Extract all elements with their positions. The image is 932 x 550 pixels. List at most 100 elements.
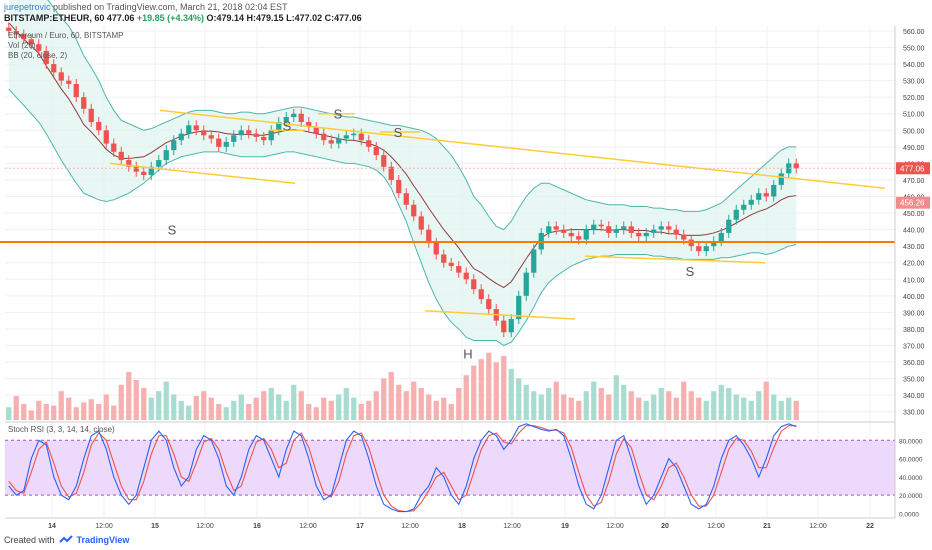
legend-series[interactable]: Ethereum / Euro, 60, BITSTAMP xyxy=(8,31,124,40)
ohlc-readout: BITSTAMP:ETHEUR, 60 477.06 +19.85 (+4.34… xyxy=(4,13,362,24)
candle-body xyxy=(381,155,387,167)
candle-body xyxy=(478,289,484,300)
volume-bar xyxy=(193,396,199,420)
volume-bar xyxy=(696,397,702,420)
candle-body xyxy=(178,133,184,141)
volume-bar xyxy=(681,381,687,420)
pattern-label: S xyxy=(168,223,177,238)
volume-bar xyxy=(478,359,484,420)
stoch-rsi-pane xyxy=(5,421,895,513)
candle-body xyxy=(6,27,12,31)
candle-body xyxy=(366,140,372,147)
legend-volume[interactable]: Vol (20) xyxy=(8,41,36,50)
volume-bar xyxy=(726,388,732,420)
candle-body xyxy=(261,136,267,141)
volume-bar xyxy=(396,384,402,420)
volume-bar xyxy=(268,388,274,420)
candle-body xyxy=(126,160,132,167)
publish-header: jurepetrovic published on TradingView.co… xyxy=(4,2,288,13)
rsi-tick-label: 20.0000 xyxy=(899,493,923,500)
candle-body xyxy=(43,50,49,65)
time-tick-label: 15 xyxy=(151,523,159,530)
volume-bar xyxy=(448,404,454,420)
rsi-tick-label: 80.0000 xyxy=(899,438,923,445)
candle-body xyxy=(216,138,222,147)
time-tick-label: 12:00 xyxy=(606,523,624,530)
volume-bar xyxy=(471,365,477,420)
price-tick-label: 470.00 xyxy=(903,178,925,185)
price-tick-label: 350.00 xyxy=(903,377,925,384)
candle-body xyxy=(793,163,799,169)
price-tick-label: 490.00 xyxy=(903,145,925,152)
stoch-rsi-legend[interactable]: Stoch RSI (3, 3, 14, 14, close) xyxy=(8,425,115,434)
candle-body xyxy=(711,241,717,247)
volume-bar xyxy=(486,352,492,420)
trend-line xyxy=(584,255,766,264)
candle-body xyxy=(418,216,424,230)
legend-bb[interactable]: BB (20, close, 2) xyxy=(8,51,68,60)
candle-body xyxy=(28,39,34,45)
volume-bar xyxy=(343,388,349,420)
candle-body xyxy=(328,140,334,144)
candle-body xyxy=(613,229,619,233)
volume-bar xyxy=(58,391,64,420)
price-tick-label: 550.00 xyxy=(903,46,925,53)
brand-name[interactable]: TradingView xyxy=(76,535,130,545)
price-tick-label: 560.00 xyxy=(903,29,925,36)
volume-bar xyxy=(291,384,297,420)
axes: 330.00 340.00 350.00 360.00 370.00 380.00 390.… xyxy=(5,26,930,530)
candle-body xyxy=(141,171,147,175)
price-label-bg xyxy=(896,162,930,175)
volume-bar xyxy=(163,381,169,420)
time-tick-label: 12:00 xyxy=(707,523,725,530)
candle-body xyxy=(696,246,702,252)
volume-bar xyxy=(178,400,184,420)
candle-body xyxy=(148,166,154,175)
candle-body xyxy=(456,266,462,273)
volume-bar xyxy=(628,391,634,420)
volume-bar xyxy=(6,407,12,420)
volume-bar xyxy=(703,400,709,420)
volume-bar xyxy=(456,388,462,420)
candle-body xyxy=(733,209,739,220)
price-tick-label: 450.00 xyxy=(903,211,925,218)
bb-basis-line xyxy=(8,22,797,289)
volume-bar xyxy=(568,397,574,420)
created-with-label: Created with xyxy=(4,535,55,545)
candle-body xyxy=(96,122,102,131)
time-tick-label: 12:00 xyxy=(196,523,214,530)
bollinger-bands xyxy=(8,0,797,347)
candle-body xyxy=(156,160,162,167)
candle-body xyxy=(486,299,492,310)
candle-body xyxy=(741,204,747,210)
candle-body xyxy=(591,224,597,230)
time-tick-label: 22 xyxy=(866,523,874,530)
candle-body xyxy=(163,150,169,161)
price-tick-label: 340.00 xyxy=(903,393,925,400)
volume-bar xyxy=(298,391,304,420)
time-tick-label: 12:00 xyxy=(299,523,317,530)
volume-bar xyxy=(501,356,507,420)
bb-fill xyxy=(8,0,797,346)
price-tick-label: 440.00 xyxy=(903,228,925,235)
time-tick-label: 18 xyxy=(458,523,466,530)
volume-bar xyxy=(351,397,357,420)
tradingview-logo-icon xyxy=(58,535,73,543)
time-tick-label: 12:00 xyxy=(95,523,113,530)
candle-body xyxy=(501,320,507,333)
volume-bars xyxy=(6,352,799,420)
volume-bar xyxy=(756,391,762,420)
rsi-tick-label: 0.0000 xyxy=(899,511,919,518)
price-label-bg xyxy=(896,196,930,209)
volume-bar xyxy=(553,381,559,420)
candle-body xyxy=(306,122,312,127)
last-price: 477.06 xyxy=(106,13,135,23)
stoch-k-line xyxy=(8,423,797,513)
volume-bar xyxy=(441,397,447,420)
candle-body xyxy=(343,135,349,139)
candle-body xyxy=(471,279,477,290)
volume-bar xyxy=(531,391,537,420)
author-link[interactable]: jurepetrovic xyxy=(4,2,51,12)
candle-body xyxy=(433,242,439,255)
